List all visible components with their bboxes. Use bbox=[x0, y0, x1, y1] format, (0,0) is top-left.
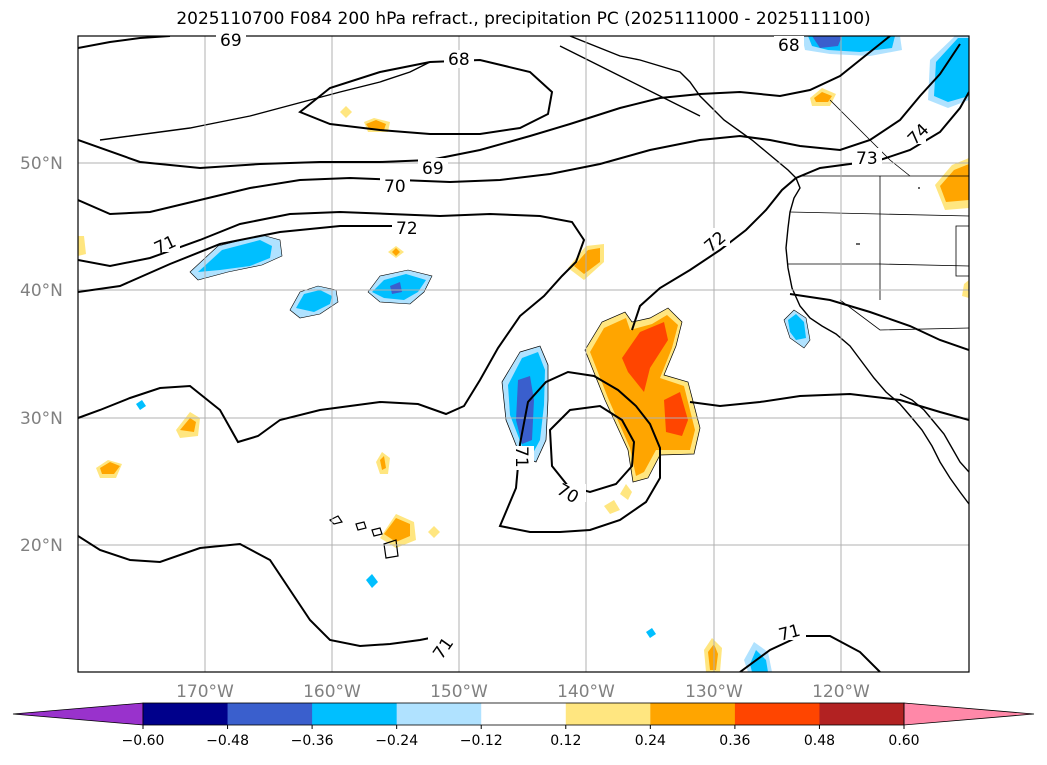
colorbar-segment bbox=[143, 703, 229, 725]
colorbar-tick-label: 0.60 bbox=[888, 733, 919, 749]
colorbar-segment bbox=[227, 703, 313, 725]
colorbar-tick-label: 0.36 bbox=[719, 733, 750, 749]
colorbar-tick-label: 0.12 bbox=[550, 733, 581, 749]
colorbar-extend-low bbox=[12, 702, 144, 726]
colorbar-tick-label: −0.12 bbox=[460, 733, 503, 749]
colorbar-segments bbox=[12, 702, 1035, 726]
colorbar-tick-label: −0.48 bbox=[206, 733, 249, 749]
lat-label: 20°N bbox=[20, 536, 63, 556]
lat-label: 40°N bbox=[20, 281, 63, 301]
colorbar-tick-label: 0.24 bbox=[635, 733, 666, 749]
coastlines bbox=[99, 36, 969, 505]
colorbar-tick-label: −0.24 bbox=[375, 733, 418, 749]
longitude-labels: 170°W 160°W 150°W 140°W 130°W 120°W bbox=[176, 682, 870, 702]
colorbar: −0.60 −0.48 −0.36 −0.24 −0.12 0.12 0.24 0.36 0.4… bbox=[12, 702, 1035, 749]
contour-label: 73 bbox=[856, 149, 878, 169]
colorbar-ticks: −0.60 −0.48 −0.36 −0.24 −0.12 0.12 0.24 0.36 0.4… bbox=[122, 725, 920, 749]
lat-label: 30°N bbox=[20, 409, 63, 429]
map-frame bbox=[77, 35, 970, 673]
islands bbox=[328, 187, 920, 559]
colorbar-segment bbox=[565, 703, 651, 725]
colorbar-segment bbox=[819, 703, 905, 725]
contour-label: 69 bbox=[220, 31, 242, 51]
contour-label: 69 bbox=[422, 159, 444, 179]
contour-label: 72 bbox=[396, 219, 418, 239]
colorbar-tick-label: 0.48 bbox=[804, 733, 835, 749]
colorbar-segment bbox=[312, 703, 398, 725]
colorbar-tick-label: −0.60 bbox=[122, 733, 165, 749]
colorbar-segment bbox=[396, 703, 482, 725]
contour-label: 68 bbox=[448, 50, 470, 70]
gridlines bbox=[78, 36, 969, 672]
contour-label: 70 bbox=[384, 177, 406, 197]
lon-label: 120°W bbox=[812, 682, 870, 702]
lon-label: 170°W bbox=[176, 682, 234, 702]
lat-label: 50°N bbox=[20, 154, 63, 174]
colorbar-tick-label: −0.36 bbox=[291, 733, 334, 749]
lon-label: 160°W bbox=[303, 682, 361, 702]
colorbar-segment bbox=[650, 703, 736, 725]
map-title: 2025110700 F084 200 hPa refract., precip… bbox=[176, 9, 871, 29]
colorbar-segment bbox=[481, 703, 567, 725]
contour-label: 71 bbox=[511, 446, 531, 468]
colorbar-extend-high bbox=[903, 702, 1035, 726]
latitude-labels: 50°N 40°N 30°N 20°N bbox=[20, 154, 63, 556]
colorbar-segment bbox=[734, 703, 820, 725]
colorbar-outline bbox=[142, 702, 905, 726]
lon-label: 150°W bbox=[430, 682, 488, 702]
state-borders bbox=[788, 99, 969, 331]
contour-label: 68 bbox=[778, 36, 800, 56]
lon-label: 130°W bbox=[685, 682, 743, 702]
refractivity-contours bbox=[78, 36, 969, 672]
lon-label: 140°W bbox=[557, 682, 615, 702]
